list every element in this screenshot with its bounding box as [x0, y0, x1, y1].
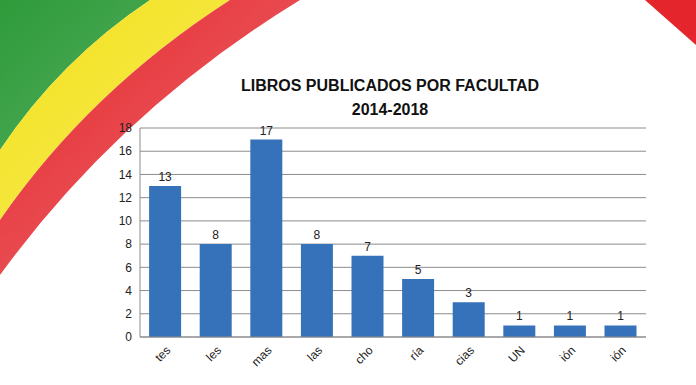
svg-text:tes: tes	[152, 343, 173, 364]
svg-text:16: 16	[119, 144, 133, 158]
svg-text:1: 1	[617, 309, 624, 323]
svg-text:2: 2	[125, 307, 132, 321]
svg-text:mas: mas	[249, 343, 275, 369]
html-text:2014-2018: 2014-2018	[351, 101, 429, 118]
html-text:LIBROS PUBLICADOS POR FACULTAD: LIBROS PUBLICADOS POR FACULTAD	[241, 77, 539, 94]
svg-text:las: las	[304, 343, 325, 364]
svg-text:ión: ión	[608, 343, 629, 364]
svg-text:4: 4	[125, 284, 132, 298]
svg-text:7: 7	[364, 240, 371, 254]
svg-text:cho: cho	[352, 343, 376, 367]
svg-text:10: 10	[119, 214, 133, 228]
svg-text:18: 18	[119, 121, 133, 135]
svg-text:5: 5	[415, 263, 422, 277]
svg-text:8: 8	[212, 228, 219, 242]
svg-text:cias: cias	[452, 343, 477, 368]
svg-text:14: 14	[119, 168, 133, 182]
svg-text:1: 1	[567, 309, 574, 323]
svg-text:12: 12	[119, 191, 133, 205]
svg-text:6: 6	[125, 261, 132, 275]
svg-text:ría: ría	[407, 343, 427, 363]
svg-text:les: les	[203, 343, 224, 364]
svg-text:13: 13	[158, 170, 172, 184]
svg-text:3: 3	[465, 286, 472, 300]
svg-text:UN: UN	[505, 343, 527, 365]
svg-text:ión: ión	[557, 343, 578, 364]
svg-text:1: 1	[516, 309, 523, 323]
svg-text:0: 0	[125, 330, 132, 344]
svg-text:8: 8	[314, 228, 321, 242]
svg-text:17: 17	[260, 124, 274, 138]
svg-text:8: 8	[125, 237, 132, 251]
